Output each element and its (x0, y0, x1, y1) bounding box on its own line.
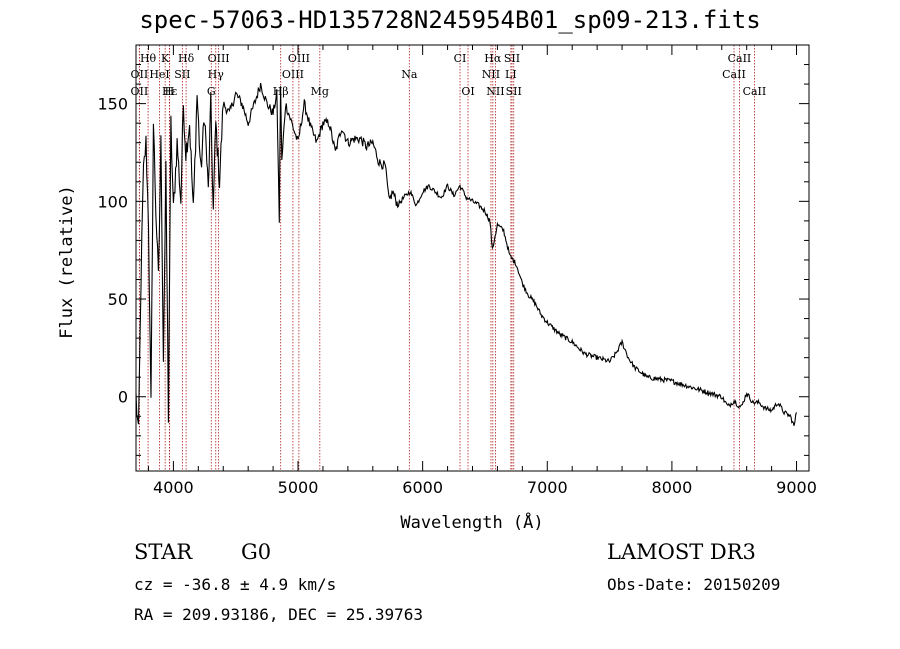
plot-frame (135, 44, 810, 472)
x-tick-label: 6000 (402, 478, 443, 497)
spectral-line-label: NII (482, 68, 500, 81)
y-tick-label: 100 (97, 192, 128, 211)
spectral-line-label: Mg (311, 85, 329, 98)
spectral-line-label: Hθ (140, 52, 157, 65)
spectral-line-label: K (161, 52, 170, 65)
x-tick-label: 8000 (652, 478, 693, 497)
spectral-line-label: OIII (288, 52, 310, 65)
x-tick-labels: 4000 5000 6000 7000 8000 9000 (153, 478, 817, 497)
spectral-line-label: Hα (484, 52, 502, 65)
spectral-line-label: OIII (208, 52, 230, 65)
redshift-cz: cz = -36.8 ± 4.9 km/s (134, 575, 337, 594)
spectral-line-label: LI (505, 68, 517, 81)
spectral-lines-layer (138, 45, 755, 471)
x-tick-label: 5000 (278, 478, 319, 497)
survey-name: LAMOST DR3 (607, 540, 756, 564)
spectral-line-label: G (207, 85, 216, 98)
y-tick-labels: 0 50 100 150 (97, 95, 128, 407)
spectral-line-label: CaII (722, 68, 746, 81)
chart-title: spec-57063-HD135728N245954B01_sp09-213.f… (139, 6, 761, 34)
spectral-line-label: Hδ (178, 52, 195, 65)
y-axis-label: Flux (relative) (57, 185, 77, 339)
spectral-line-label: OII (131, 68, 149, 81)
y-tick-label: 0 (118, 388, 128, 407)
spectral-line-label: SII (504, 52, 520, 65)
spectral-line-label: Hγ (208, 68, 225, 81)
x-tick-label: 4000 (153, 478, 194, 497)
spectral-line-label: CaII (743, 85, 767, 98)
spectral-line-label: OII (131, 85, 149, 98)
spectral-line-label: HeI (149, 68, 169, 81)
axis-ticks (136, 45, 809, 471)
coordinates: RA = 209.93186, DEC = 25.39763 (134, 605, 423, 624)
y-tick-label: 50 (108, 290, 128, 309)
x-tick-label: 7000 (527, 478, 568, 497)
x-tick-label: 9000 (776, 478, 817, 497)
spectral-line-label: CaII (728, 52, 752, 65)
flux-series-line (135, 82, 798, 426)
spectral-line-label: Hε (162, 85, 178, 98)
x-axis-label: Wavelength (Å) (400, 511, 543, 533)
spectral-line-label: SII (506, 85, 522, 98)
spectral-line-label: OIII (282, 68, 304, 81)
spectral-line-label: Hβ (273, 85, 289, 98)
observation-date: Obs-Date: 20150209 (607, 575, 781, 594)
spectral-line-label: OI (461, 85, 474, 98)
spectral-line-label: NII (486, 85, 504, 98)
spectral-line-label: SII (174, 68, 190, 81)
spectral-line-label: H (165, 85, 175, 98)
object-class: STAR (134, 540, 193, 564)
object-subclass: G0 (241, 540, 272, 564)
y-tick-label: 150 (97, 95, 128, 114)
spectral-line-label: CI (454, 52, 467, 65)
spectral-line-label: Na (401, 68, 418, 81)
